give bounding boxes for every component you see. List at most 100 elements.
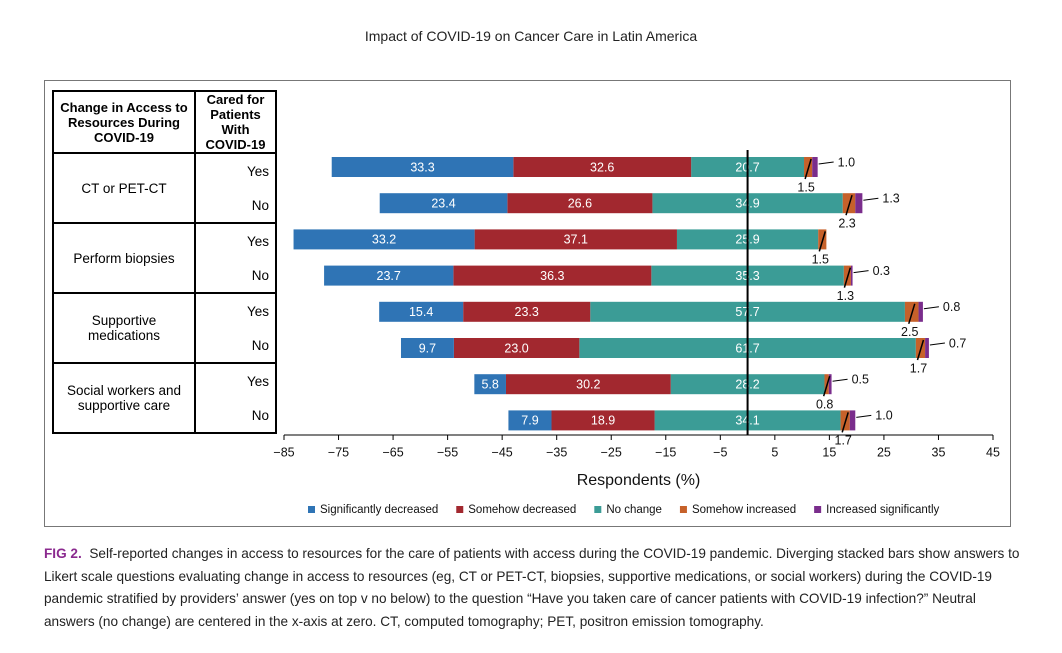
x-tick-label: −65 <box>382 445 403 459</box>
legend-label: Increased significantly <box>826 504 939 516</box>
bar-segment <box>507 193 653 214</box>
leader-line <box>845 194 853 216</box>
leader-line <box>832 378 848 382</box>
legend-swatch <box>814 506 822 513</box>
category-label: Yes <box>246 373 269 389</box>
leader-line <box>818 231 827 252</box>
value-label: 0.7 <box>949 336 966 350</box>
bar-segment <box>474 374 506 395</box>
bar-segment <box>855 193 863 214</box>
bar-segment <box>379 301 464 322</box>
bar-segment <box>850 265 853 286</box>
table-header: Change in Access to Resources During COV… <box>53 91 196 154</box>
value-label: 1.5 <box>812 253 829 267</box>
category-label: No <box>195 188 276 224</box>
group-label: Supportive medications <box>53 293 196 364</box>
value-label: 0.3 <box>873 264 890 278</box>
leader-line <box>853 270 869 274</box>
caption-text: Self-reported changes in access to resou… <box>44 546 1020 629</box>
x-tick-label: 45 <box>986 445 1000 459</box>
x-tick-label: 15 <box>822 445 836 459</box>
category-label: No <box>195 398 276 434</box>
bar-segment <box>508 410 552 431</box>
bar-segment <box>293 229 475 250</box>
bar-segment <box>918 301 923 322</box>
group-label: Social workers and supportive care <box>53 363 196 434</box>
x-tick-label: 25 <box>877 445 891 459</box>
category-label: No <box>195 258 276 294</box>
value-label: 26.6 <box>568 196 592 210</box>
value-label: 7.9 <box>521 414 538 428</box>
value-label: 9.7 <box>419 341 436 355</box>
value-label: 5.8 <box>481 377 498 391</box>
legend-swatch <box>594 506 602 513</box>
legend-label: Significantly decreased <box>320 504 438 516</box>
leader-line <box>822 375 831 397</box>
x-tick-label: −45 <box>492 445 513 459</box>
leader-line <box>908 303 916 325</box>
leader-line <box>843 267 852 288</box>
leader-line <box>923 306 939 310</box>
value-label: 1.5 <box>797 180 814 194</box>
value-label: 0.5 <box>852 372 869 386</box>
value-label: 2.3 <box>838 216 855 230</box>
value-label: 30.2 <box>576 377 600 391</box>
bar-segment <box>925 338 929 358</box>
leader-line <box>804 158 812 180</box>
x-tick-label: 5 <box>771 445 778 459</box>
leader-line <box>916 339 925 361</box>
category-label: No <box>195 328 276 364</box>
legend-swatch <box>679 506 687 513</box>
value-label: 37.1 <box>564 233 588 247</box>
x-tick-label: −55 <box>437 445 458 459</box>
row-table: Change in Access to Resources During COV… <box>52 90 277 434</box>
category-label: Yes <box>246 303 269 319</box>
value-label: 1.7 <box>910 361 927 375</box>
bar-segment <box>400 338 454 358</box>
value-label: 1.3 <box>882 191 899 205</box>
value-label: 23.0 <box>504 341 528 355</box>
leader-line <box>929 342 945 346</box>
leader-line <box>856 414 872 418</box>
page-title: Impact of COVID-19 on Cancer Care in Lat… <box>364 28 698 44</box>
value-label: 1.0 <box>838 155 855 169</box>
bar-segment <box>331 157 514 177</box>
x-tick-label: 35 <box>932 445 946 459</box>
group-label: Perform biopsies <box>53 223 196 294</box>
value-label: 2.5 <box>901 325 918 339</box>
leader-line <box>818 161 834 165</box>
bar-segment <box>453 265 652 286</box>
bar-segment <box>379 193 508 214</box>
value-label: 23.4 <box>431 196 455 210</box>
x-tick-label: −75 <box>328 445 349 459</box>
bar-segment <box>849 410 856 431</box>
value-label: 18.9 <box>591 414 615 428</box>
x-tick-label: −15 <box>655 445 676 459</box>
value-label: 1.7 <box>835 434 852 448</box>
category-label: Yes <box>246 233 269 249</box>
x-axis-title: Respondents (%) <box>577 472 701 489</box>
value-label: 33.2 <box>372 233 396 247</box>
value-label: 1.0 <box>875 409 892 423</box>
value-label: 33.3 <box>410 160 434 174</box>
bar-segment <box>474 229 677 250</box>
bar-segment <box>324 265 454 286</box>
value-label: 36.3 <box>540 269 564 283</box>
group-label: CT or PET-CT <box>53 153 196 224</box>
legend-label: Somehow increased <box>692 504 796 516</box>
caption: FIG 2. Self-reported changes in access t… <box>44 543 1020 633</box>
value-label: 0.8 <box>943 300 960 314</box>
bar-segment <box>812 157 818 177</box>
leader-line <box>841 412 849 433</box>
figure-frame <box>44 80 1011 527</box>
value-label: 23.3 <box>515 305 539 319</box>
value-label: 0.8 <box>816 397 833 411</box>
x-tick-label: −25 <box>601 445 622 459</box>
category-label: Yes <box>246 163 269 179</box>
table-header: Cared for Patients With COVID-19 <box>195 91 276 154</box>
legend-swatch <box>308 506 315 513</box>
value-label: 32.6 <box>590 160 614 174</box>
bar-segment <box>463 301 591 322</box>
caption-label: FIG 2. <box>44 546 82 561</box>
